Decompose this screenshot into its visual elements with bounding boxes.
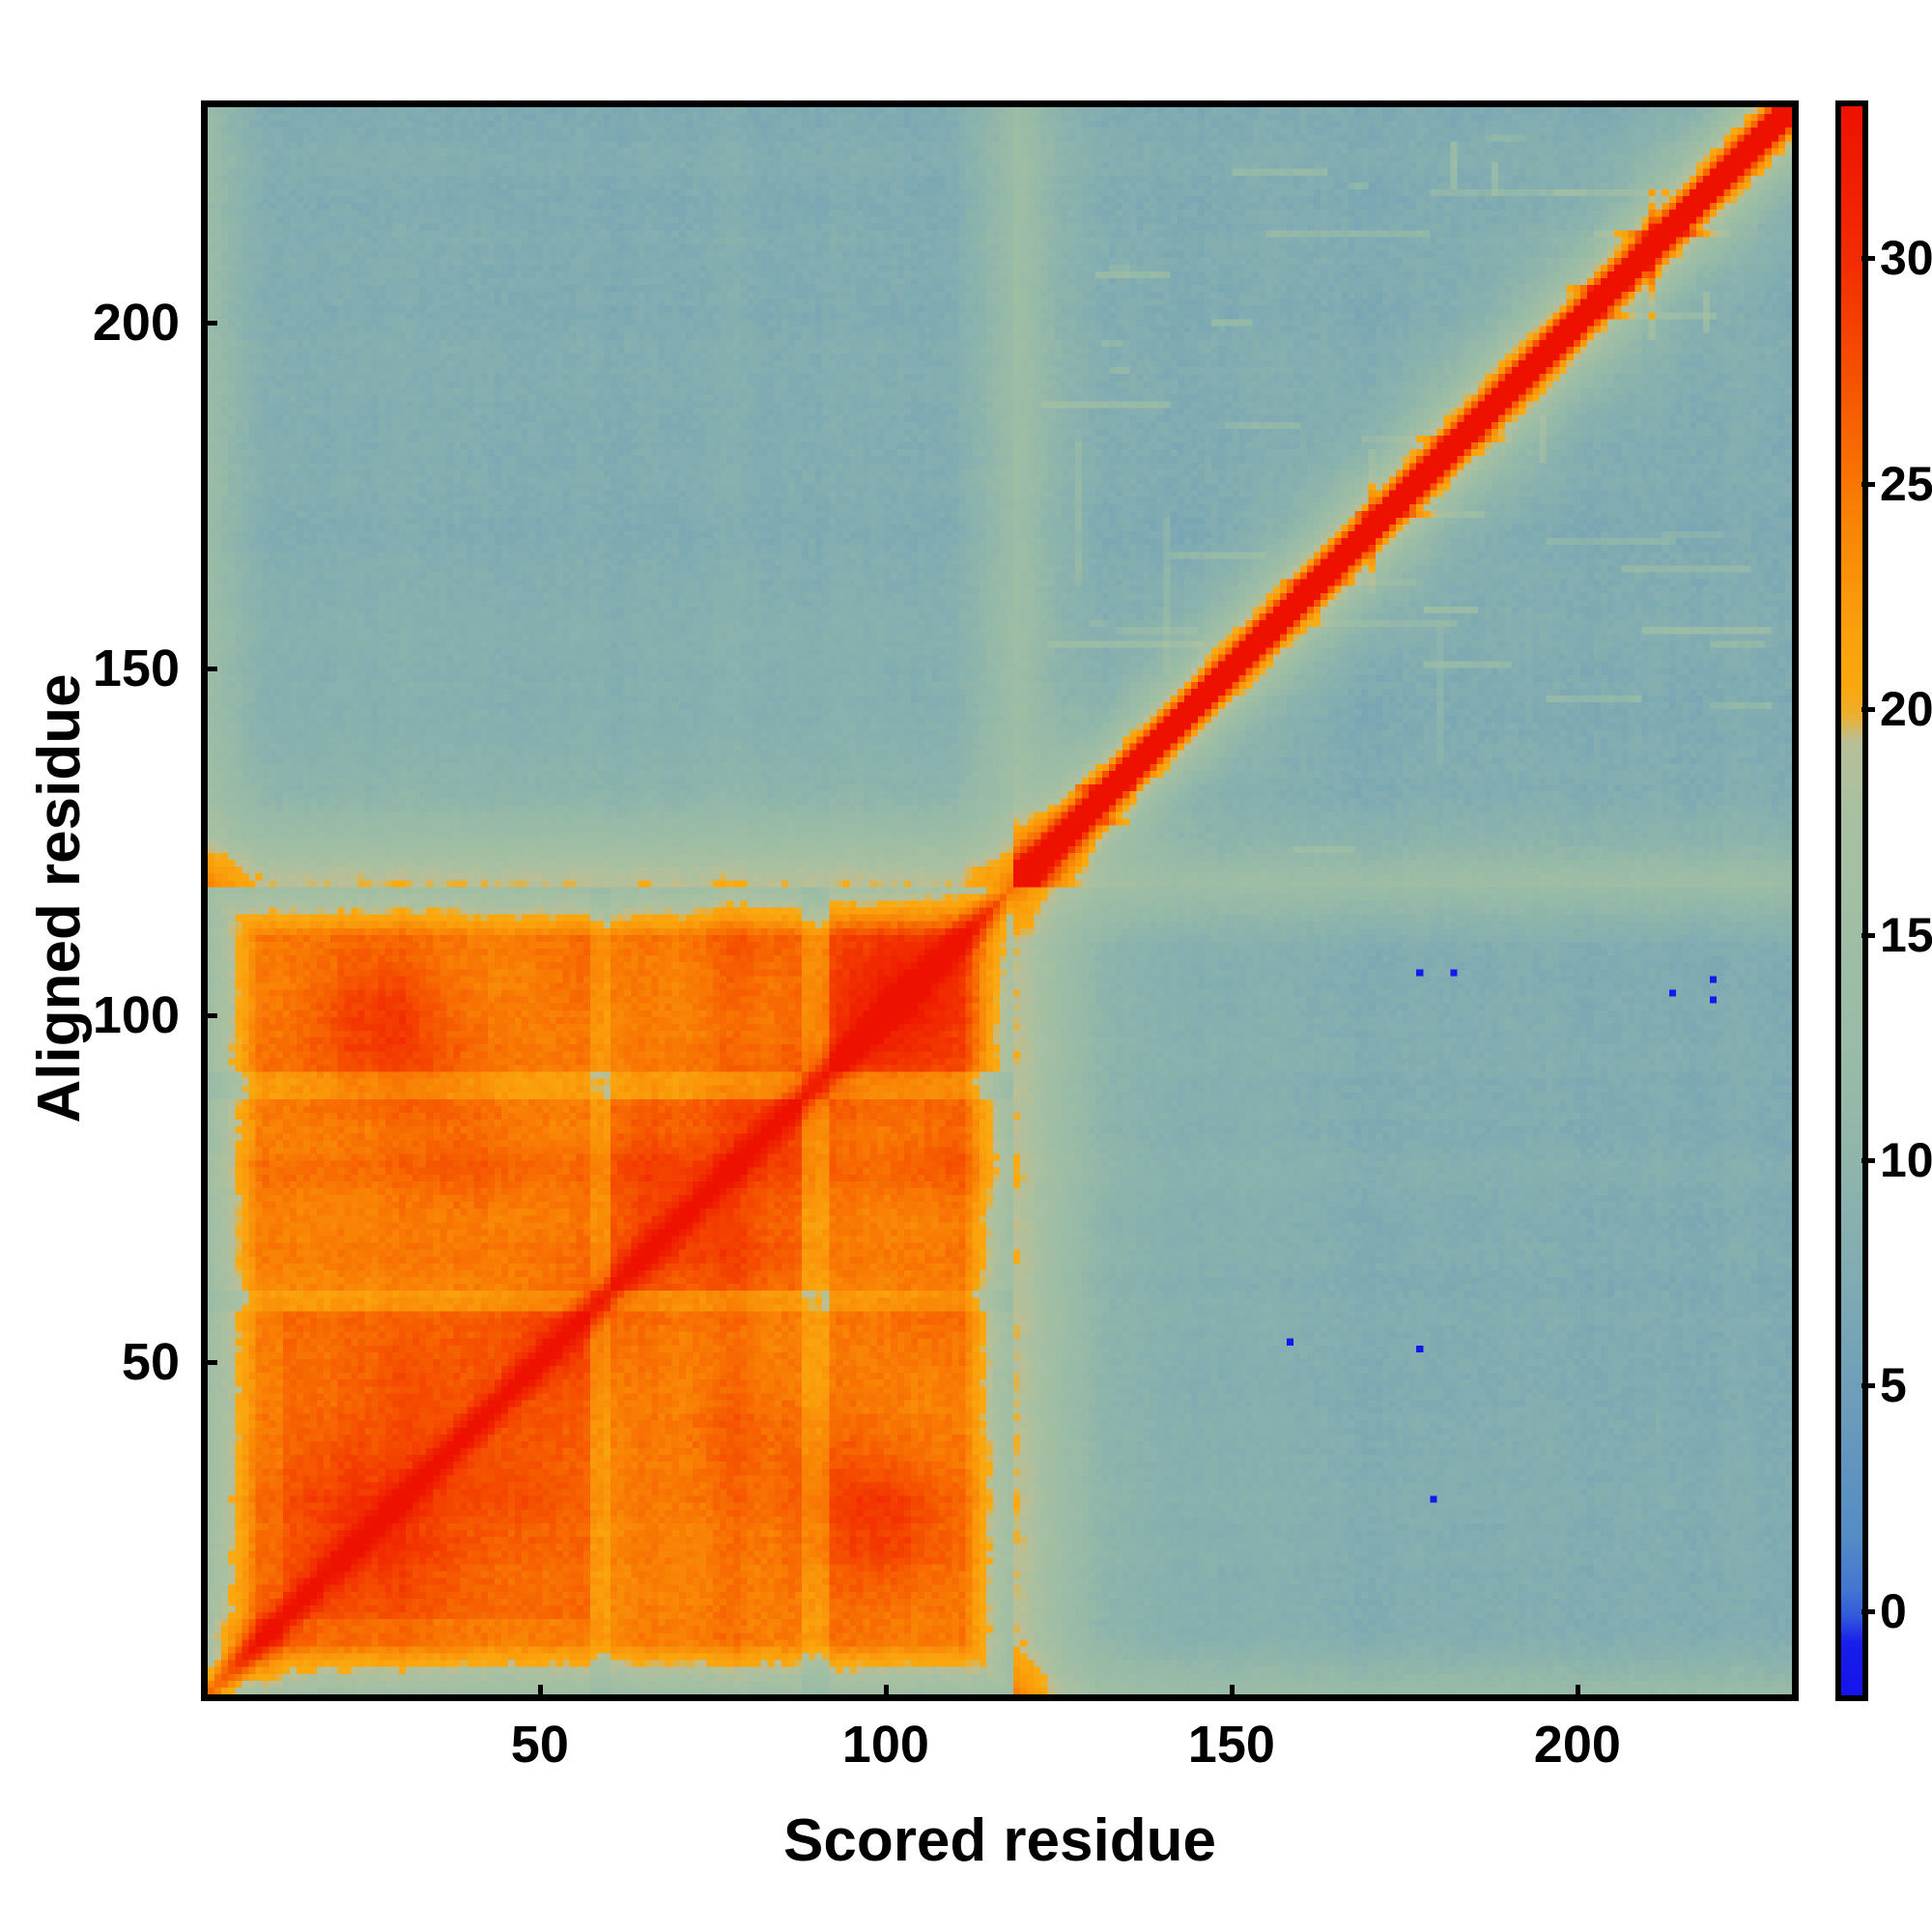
y-tick-200 bbox=[201, 320, 217, 326]
colorbar-tick-15 bbox=[1861, 932, 1875, 938]
colorbar bbox=[1835, 100, 1868, 1701]
colorbar-tick-10 bbox=[1861, 1157, 1875, 1163]
y-tick-label-150: 150 bbox=[92, 639, 180, 698]
y-tick-label-50: 50 bbox=[121, 1332, 180, 1391]
y-tick-label-200: 200 bbox=[92, 293, 180, 352]
colorbar-tick-label-10: 10 bbox=[1880, 1132, 1932, 1187]
y-axis-title: Aligned residue bbox=[26, 673, 93, 1123]
y-tick-100 bbox=[201, 1012, 217, 1018]
x-tick-label-200: 200 bbox=[1533, 1716, 1621, 1774]
colorbar-tick-label-0: 0 bbox=[1880, 1583, 1907, 1638]
x-tick-150 bbox=[1229, 1685, 1235, 1701]
x-tick-label-50: 50 bbox=[510, 1716, 569, 1774]
colorbar-tick-label-20: 20 bbox=[1880, 682, 1932, 737]
colorbar-tick-30 bbox=[1861, 256, 1875, 262]
x-tick-50 bbox=[537, 1685, 543, 1701]
x-tick-100 bbox=[883, 1685, 889, 1701]
colorbar-tick-label-5: 5 bbox=[1880, 1358, 1907, 1413]
colorbar-tick-0 bbox=[1861, 1608, 1875, 1614]
y-tick-150 bbox=[201, 667, 217, 672]
colorbar-tick-label-25: 25 bbox=[1880, 456, 1932, 511]
colorbar-tick-label-30: 30 bbox=[1880, 231, 1932, 286]
x-axis-title: Scored residue bbox=[783, 1807, 1216, 1874]
y-tick-label-100: 100 bbox=[92, 985, 180, 1044]
colorbar-gradient bbox=[1841, 106, 1862, 1695]
colorbar-tick-20 bbox=[1861, 707, 1875, 713]
colorbar-tick-label-15: 15 bbox=[1880, 907, 1932, 962]
heatmap-image bbox=[208, 107, 1792, 1694]
x-tick-200 bbox=[1575, 1685, 1580, 1701]
x-tick-label-100: 100 bbox=[841, 1716, 929, 1774]
x-tick-label-150: 150 bbox=[1187, 1716, 1275, 1774]
y-tick-50 bbox=[201, 1359, 217, 1365]
colorbar-tick-25 bbox=[1861, 481, 1875, 487]
colorbar-tick-5 bbox=[1861, 1383, 1875, 1389]
heatmap-plot-area bbox=[201, 100, 1799, 1701]
